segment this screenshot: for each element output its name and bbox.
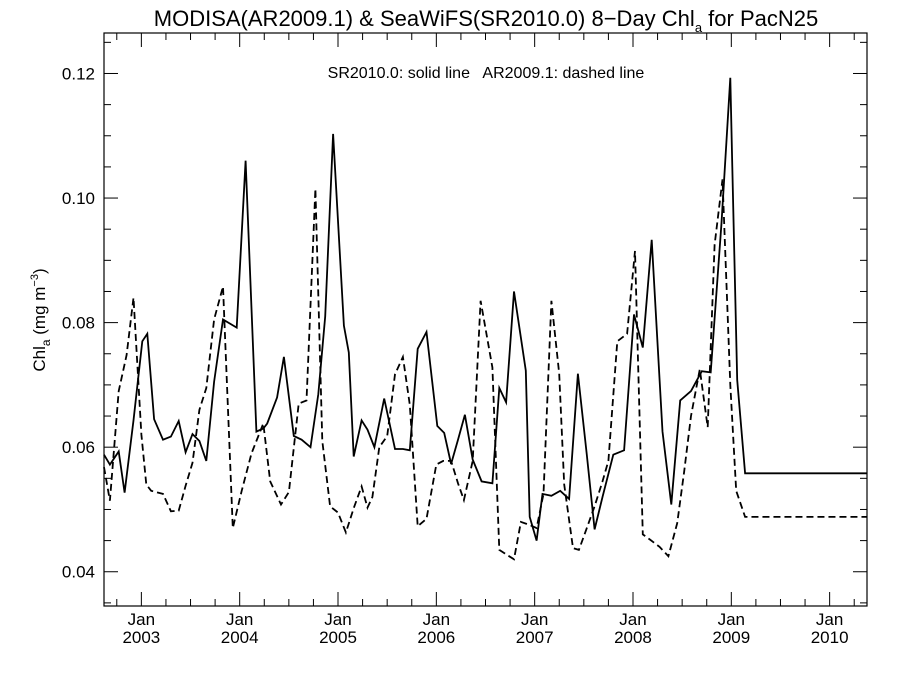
y-tick-label: 0.04 xyxy=(62,563,95,582)
y-tick-labels: 0.04 0.06 0.08 0.10 0.12 xyxy=(62,64,95,581)
plot-frame xyxy=(103,32,868,607)
series-line-sr2010-0 xyxy=(103,77,867,541)
axis-ticks xyxy=(104,33,867,606)
x-tick-year: 2003 xyxy=(122,628,160,647)
y-tick-label: 0.08 xyxy=(62,314,95,333)
x-tick-year: 2010 xyxy=(811,628,849,647)
series-lines xyxy=(103,77,867,561)
x-tick-year: 2004 xyxy=(221,628,259,647)
legend-annotation: SR2010.0: solid line AR2009.1: dashed li… xyxy=(328,65,645,82)
x-tick-month: Jan xyxy=(128,610,155,629)
y-tick-label: 0.10 xyxy=(62,189,95,208)
x-tick-year: 2005 xyxy=(319,628,357,647)
x-tick-year: 2006 xyxy=(417,628,455,647)
x-tick-year: 2008 xyxy=(614,628,652,647)
x-tick-month: Jan xyxy=(423,610,450,629)
chart-title: MODISA(AR2009.1) & SeaWiFS(SR2010.0) 8−D… xyxy=(154,6,818,35)
x-tick-month: Jan xyxy=(324,610,351,629)
x-tick-month: Jan xyxy=(226,610,253,629)
x-tick-month: Jan xyxy=(718,610,745,629)
x-tick-year: 2009 xyxy=(712,628,750,647)
x-tick-month: Jan xyxy=(619,610,646,629)
y-axis-label: Chla (mg m−3) xyxy=(29,268,53,371)
y-tick-label: 0.12 xyxy=(62,64,95,83)
series-line-ar2009-1 xyxy=(103,179,867,561)
x-tick-month: Jan xyxy=(816,610,843,629)
x-tick-year: 2007 xyxy=(516,628,554,647)
y-tick-label: 0.06 xyxy=(62,438,95,457)
x-tick-labels: Jan2003Jan2004Jan2005Jan2006Jan2007Jan20… xyxy=(122,610,848,647)
x-tick-month: Jan xyxy=(521,610,548,629)
